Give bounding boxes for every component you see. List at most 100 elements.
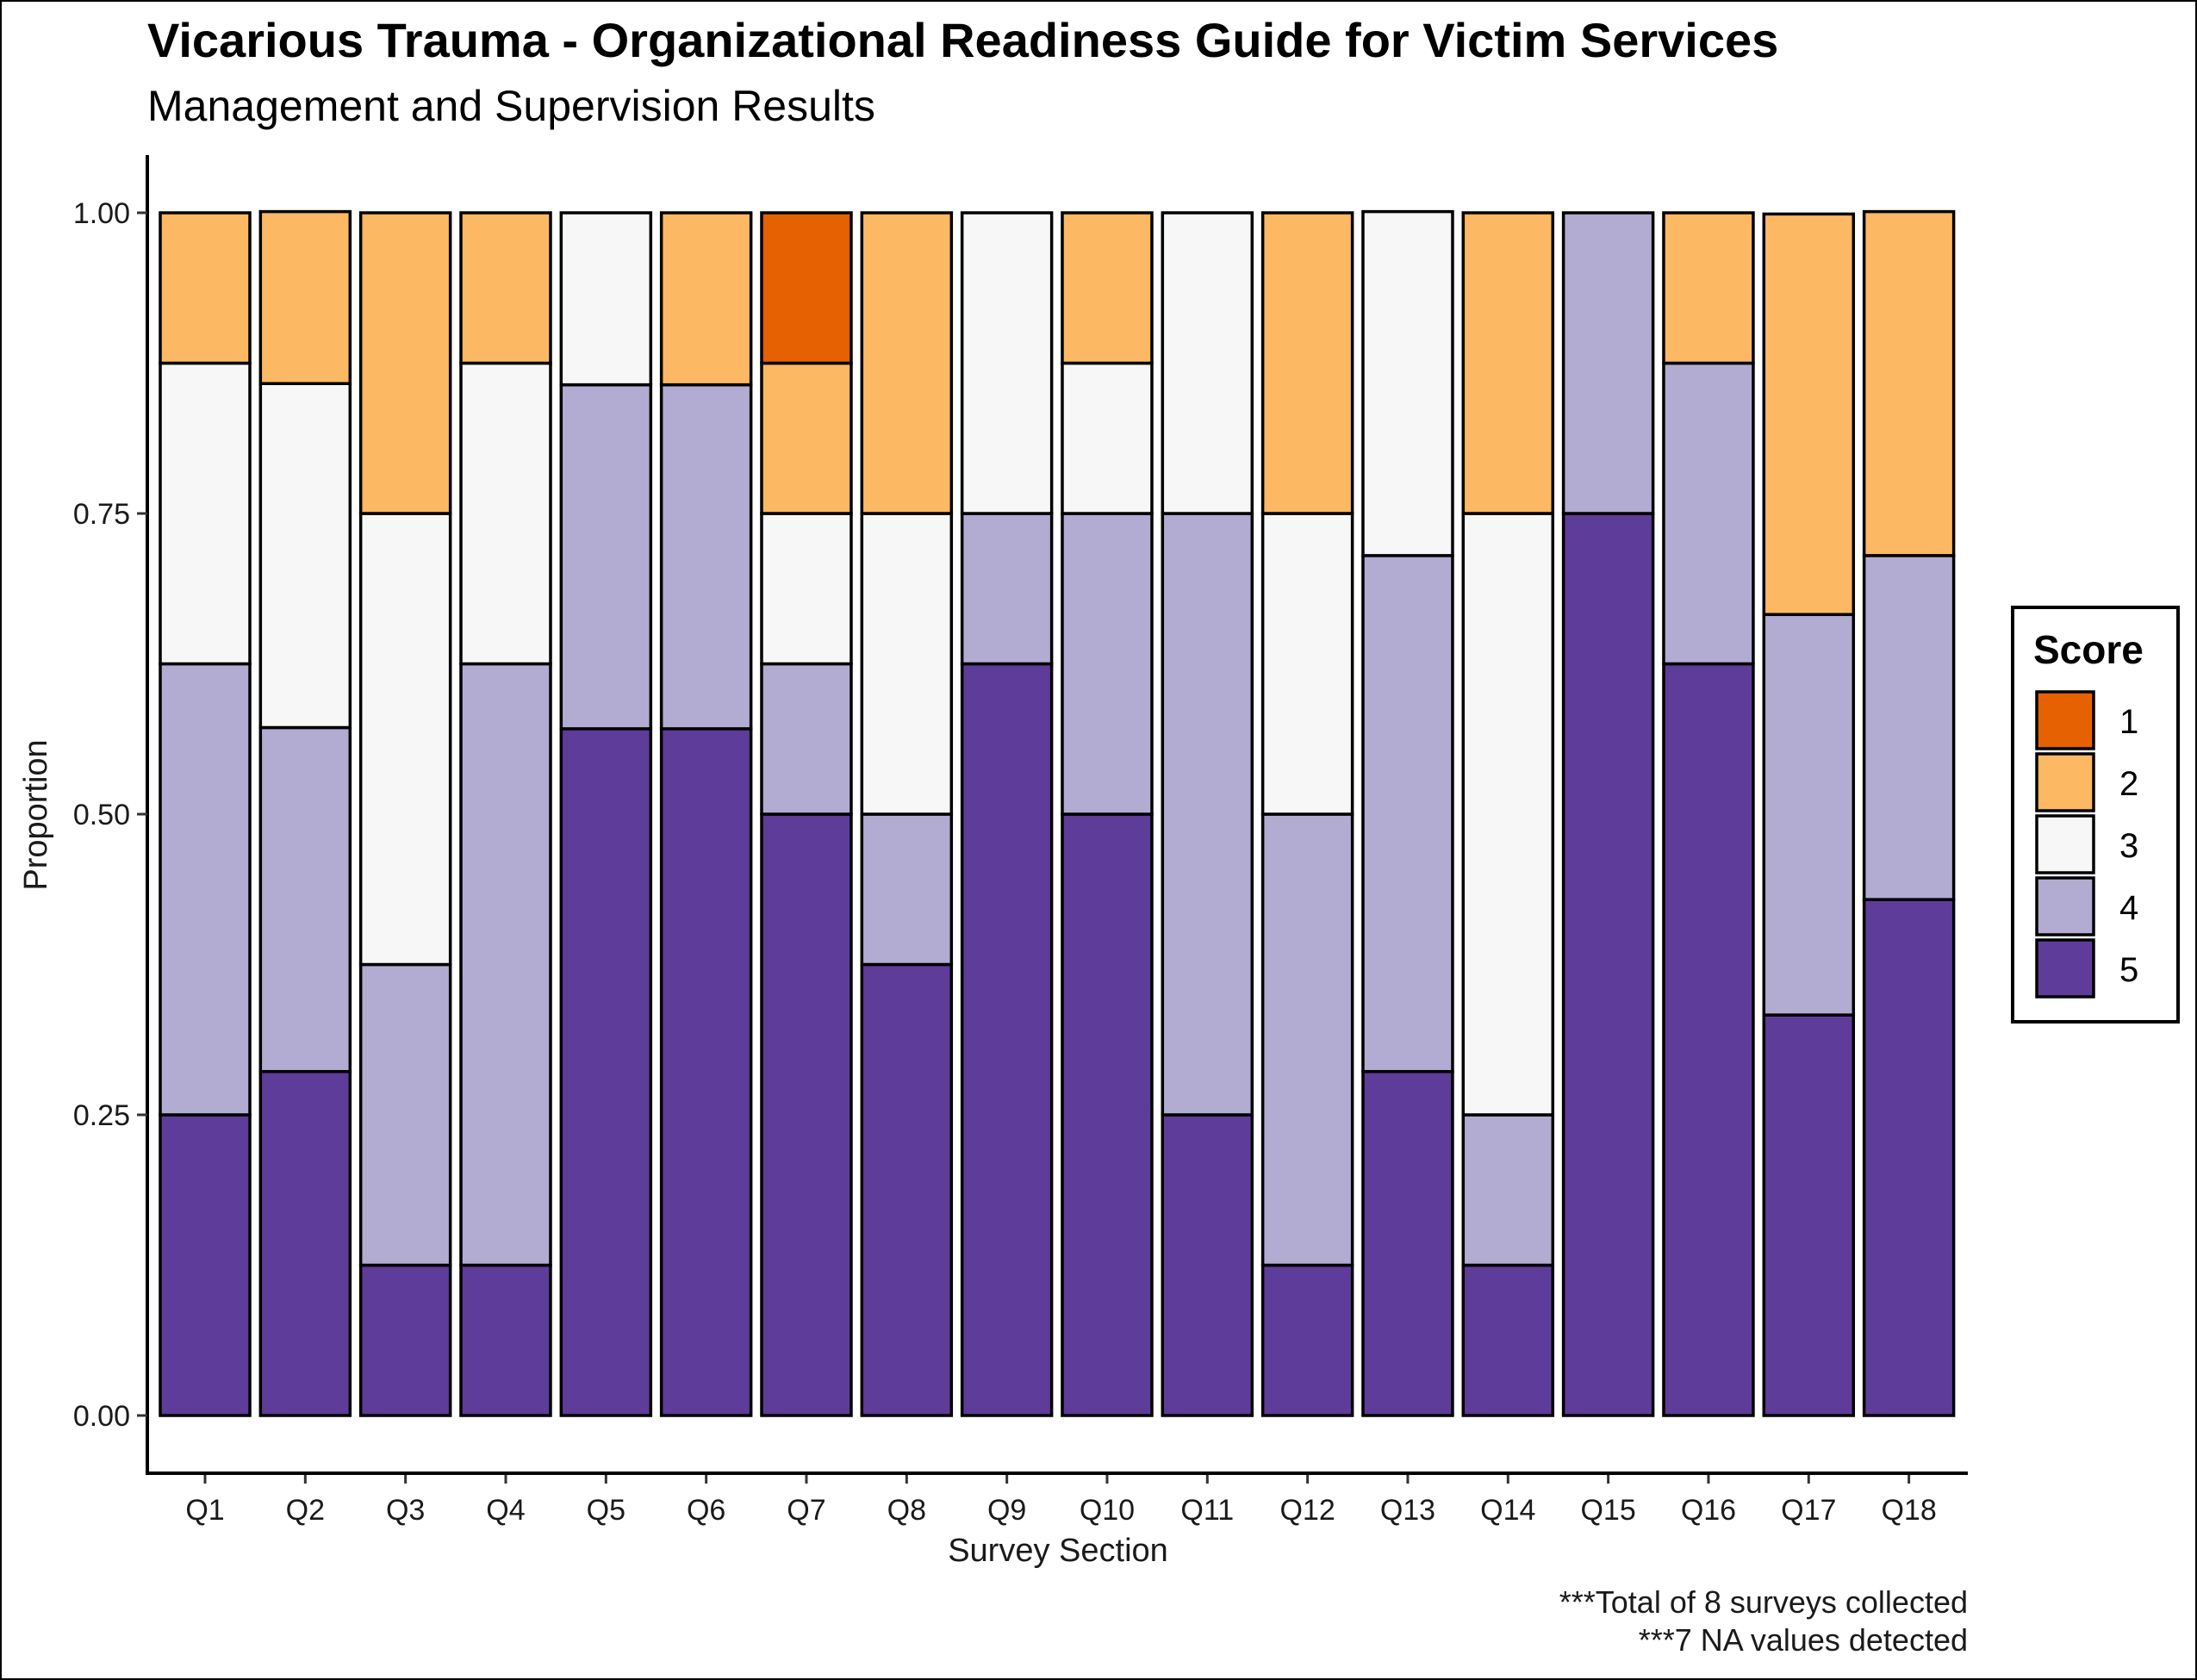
bar-q8-score-5: [860, 962, 954, 1417]
bar-q5-score-3: [559, 211, 653, 387]
bar-q10-score-2: [1061, 211, 1154, 365]
bar-q12-score-4: [1260, 812, 1354, 1267]
x-tick-label: Q15: [1580, 1494, 1635, 1527]
bar-q3-score-4: [358, 962, 452, 1267]
x-tick-label: Q1: [185, 1494, 224, 1527]
legend-title: Score: [2033, 627, 2144, 672]
chart-subtitle: Management and Supervision Results: [147, 82, 875, 130]
bar-q7-score-5: [760, 812, 853, 1417]
legend-label-score-1: 1: [2119, 703, 2138, 741]
x-tick-label: Q8: [887, 1494, 926, 1527]
bar-q14-score-2: [1461, 211, 1555, 515]
bar-q13-score-4: [1361, 554, 1454, 1073]
bar-q8-score-3: [860, 512, 954, 816]
bar-q5-score-5: [559, 727, 653, 1417]
bar-q3-score-5: [358, 1263, 452, 1417]
bar-q6-score-2: [659, 211, 753, 387]
bar-q17-score-2: [1762, 212, 1856, 617]
bar-q10-score-3: [1061, 361, 1154, 515]
x-tick-label: Q14: [1480, 1494, 1535, 1527]
y-tick-label: 0.75: [73, 498, 130, 531]
bar-q5-score-4: [559, 383, 653, 731]
bar-q12-score-3: [1260, 512, 1354, 816]
bar-q16-score-4: [1662, 361, 1755, 666]
legend: Score 1 2 3 4 5: [2011, 606, 2180, 1024]
bar-q14-score-3: [1461, 512, 1555, 1117]
bar-q1-score-2: [159, 211, 252, 365]
bar-q9-score-5: [960, 662, 1054, 1417]
x-tick-label: Q16: [1681, 1494, 1736, 1527]
bar-q8-score-2: [860, 211, 954, 515]
legend-key-score-3: [2035, 814, 2095, 874]
x-tick-label: Q2: [286, 1494, 325, 1527]
bar-q2-score-5: [258, 1069, 352, 1417]
x-tick-label: Q12: [1279, 1494, 1335, 1527]
bar-q6-score-4: [659, 383, 753, 731]
x-tick-label: Q10: [1080, 1494, 1135, 1527]
bar-q3-score-2: [358, 211, 452, 515]
legend-key-score-5: [2035, 938, 2095, 999]
bar-q4-score-3: [459, 361, 552, 666]
bar-q6-score-5: [659, 727, 753, 1417]
bar-q14-score-4: [1461, 1113, 1555, 1267]
bar-q12-score-2: [1260, 211, 1354, 515]
axes-layer: Q1 Q2 Q3 Q4 Q5 Q6 Q7 Q8 Q9 Q10 Q11 Q12 Q13 Q14 Q15 Q16 Q…: [73, 155, 1968, 1527]
bar-q18-score-5: [1862, 898, 1956, 1417]
bar-q15-score-4: [1561, 211, 1655, 515]
y-tick-label: 1.00: [73, 197, 130, 230]
x-axis-title: Survey Section: [948, 1533, 1168, 1569]
y-tick-label: 0.25: [73, 1099, 130, 1132]
bars-layer: [159, 209, 1956, 1417]
bar-q11-score-3: [1161, 211, 1254, 515]
x-tick-label: Q17: [1781, 1494, 1836, 1527]
bar-q14-score-5: [1461, 1263, 1555, 1417]
bar-q7-score-3: [760, 512, 853, 666]
bar-q11-score-4: [1161, 512, 1254, 1117]
bar-q1-score-3: [159, 361, 252, 666]
y-tick-label: 0.00: [73, 1400, 130, 1433]
caption-total-surveys: ***Total of 8 surveys collected: [1559, 1584, 1968, 1620]
legend-key-score-2: [2035, 752, 2095, 812]
bar-q18-score-4: [1862, 554, 1956, 901]
x-tick-label: Q5: [587, 1494, 625, 1527]
bar-q12-score-5: [1260, 1263, 1354, 1417]
bar-q1-score-5: [159, 1113, 252, 1417]
bar-q3-score-3: [358, 512, 452, 967]
bar-q16-score-2: [1662, 211, 1755, 365]
x-tick-label: Q13: [1380, 1494, 1435, 1527]
x-tick-label: Q18: [1881, 1494, 1936, 1527]
x-tick-label: Q6: [687, 1494, 725, 1527]
legend-key-score-1: [2035, 690, 2095, 750]
x-tick-label: Q11: [1180, 1494, 1234, 1527]
bar-q15-score-5: [1561, 512, 1655, 1417]
bar-q16-score-5: [1662, 662, 1755, 1417]
bar-q10-score-4: [1061, 512, 1154, 816]
x-tick-label: Q3: [386, 1494, 425, 1527]
bar-q17-score-4: [1762, 613, 1856, 1017]
legend-label-score-5: 5: [2119, 951, 2138, 989]
bar-q11-score-5: [1161, 1113, 1254, 1417]
bar-q2-score-3: [258, 382, 352, 730]
bar-q7-score-1: [760, 211, 853, 365]
bar-q7-score-2: [760, 361, 853, 515]
bar-q9-score-4: [960, 512, 1054, 666]
x-tick-label: Q7: [787, 1494, 825, 1527]
bar-q4-score-4: [459, 662, 552, 1267]
y-axis-title: Proportion: [18, 739, 54, 890]
x-tick-label: Q9: [987, 1494, 1026, 1527]
legend-label-score-4: 4: [2119, 889, 2138, 927]
bar-q1-score-4: [159, 662, 252, 1117]
bar-q4-score-5: [459, 1263, 552, 1417]
bar-q4-score-2: [459, 211, 552, 365]
y-tick-label: 0.50: [73, 799, 130, 831]
bar-q9-score-3: [960, 211, 1054, 515]
bar-q10-score-5: [1061, 812, 1154, 1417]
x-tick-label: Q4: [486, 1494, 525, 1527]
bar-q2-score-4: [258, 725, 352, 1073]
legend-label-score-2: 2: [2119, 765, 2138, 803]
bar-q8-score-4: [860, 812, 954, 967]
caption-na-values: ***7 NA values detected: [1639, 1622, 1968, 1658]
bar-q17-score-5: [1762, 1013, 1856, 1417]
bar-q2-score-2: [258, 209, 352, 385]
